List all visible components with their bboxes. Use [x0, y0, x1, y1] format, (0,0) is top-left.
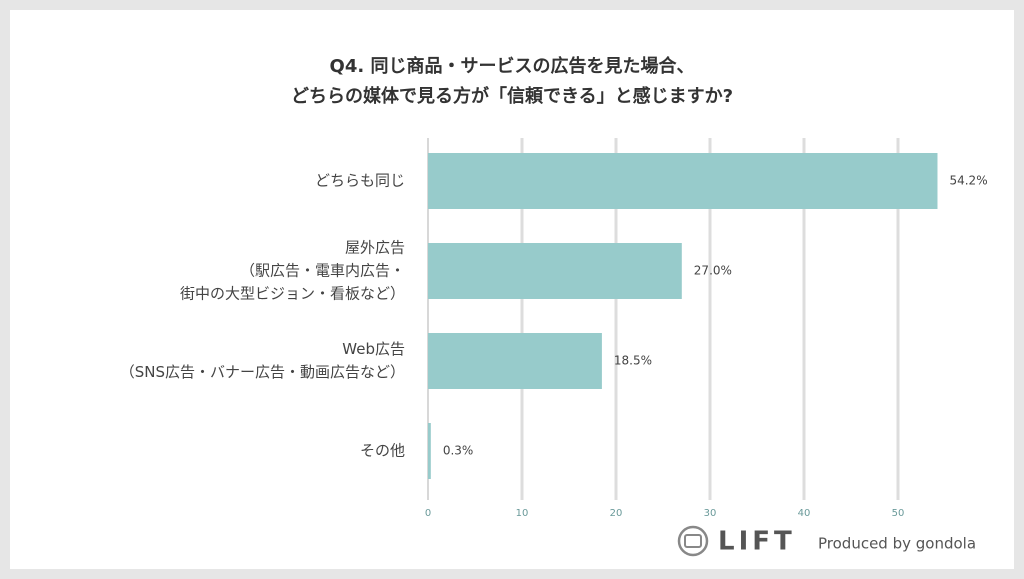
value-label: 18.5%: [614, 354, 652, 368]
credit: Produced by gondola: [818, 535, 976, 553]
x-tick-label: 10: [516, 508, 529, 519]
logo-icon: [684, 534, 702, 548]
x-tick-label: 50: [892, 508, 905, 519]
y-tick-label: その他: [360, 442, 405, 460]
x-tick-label: 40: [798, 508, 811, 519]
y-tick-label: 屋外広告: [345, 239, 405, 257]
bar: [428, 423, 431, 479]
y-tick-label: Web広告: [342, 340, 405, 358]
chart-title-line: Q4. 同じ商品・サービスの広告を見た場合、: [330, 55, 695, 77]
x-tick-label: 0: [425, 508, 431, 519]
value-label: 27.0%: [694, 264, 732, 278]
x-tick-label: 30: [704, 508, 717, 519]
y-tick-label: どちらも同じ: [315, 172, 405, 190]
y-tick-label: 街中の大型ビジョン・看板など）: [180, 285, 405, 303]
bar: [428, 333, 602, 389]
x-tick-label: 20: [610, 508, 623, 519]
value-label: 54.2%: [949, 174, 987, 188]
logo-icon: [677, 525, 709, 557]
y-tick-label: （SNS広告・バナー広告・動画広告など）: [120, 363, 405, 381]
logo-text: LIFT: [718, 527, 796, 557]
value-label: 0.3%: [443, 444, 474, 458]
y-tick-label: （駅広告・電車内広告・: [240, 262, 405, 280]
bar: [428, 243, 682, 299]
logo: LIFT Produced by gondola: [677, 525, 976, 557]
chart-title-line: どちらの媒体で見る方が「信頼できる」と感じますか?: [291, 85, 733, 107]
bar: [428, 153, 938, 209]
